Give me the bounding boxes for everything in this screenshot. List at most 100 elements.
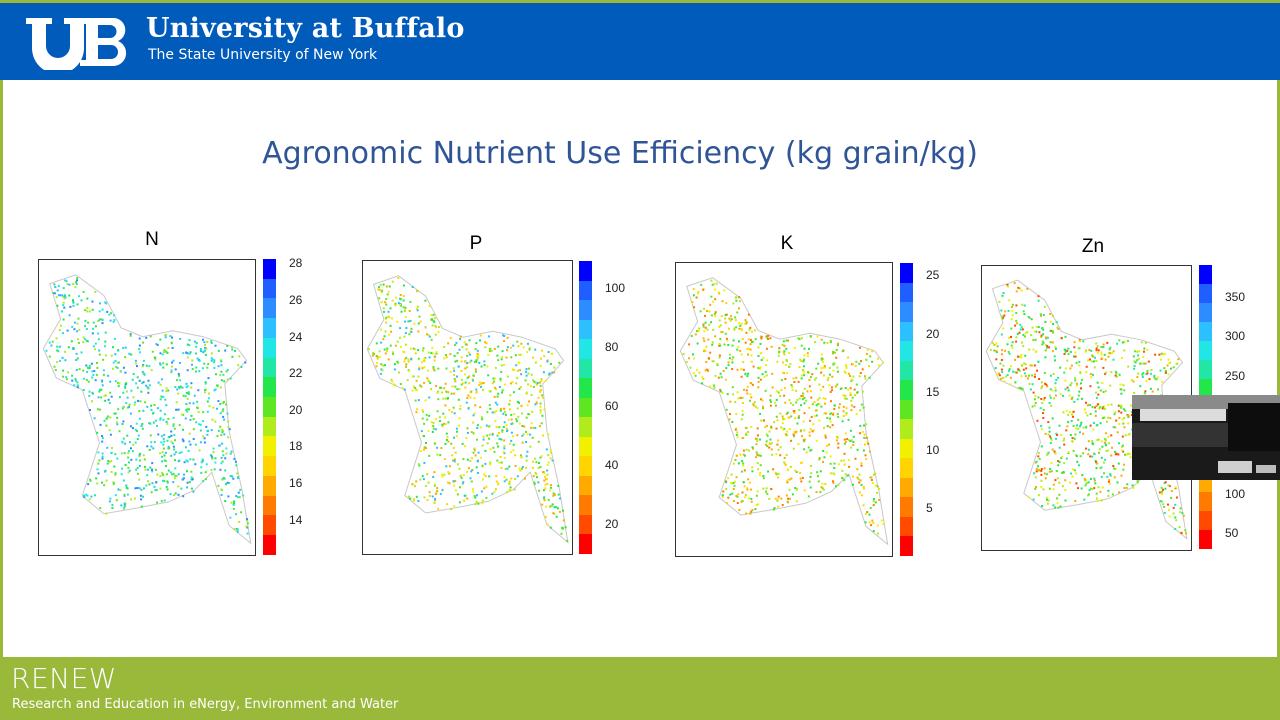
map-pixel: [174, 492, 177, 495]
map-pixel: [98, 353, 101, 356]
map-pixel: [61, 294, 64, 297]
map-pixel: [1099, 490, 1102, 493]
map-pixel: [506, 346, 509, 349]
map-pixel: [160, 500, 163, 503]
map-pixel: [790, 439, 793, 442]
map-pixel: [134, 359, 137, 362]
map-pixel: [858, 491, 861, 494]
map-pixel: [762, 407, 765, 410]
map-pixel: [1060, 337, 1063, 340]
map-pixel: [114, 473, 117, 476]
map-pixel: [138, 344, 141, 347]
map-pixel: [1161, 380, 1164, 383]
map-pixel: [532, 460, 534, 463]
map-pixel: [1178, 526, 1181, 528]
map-pixel: [114, 412, 117, 415]
map-pixel: [56, 349, 59, 352]
map-pixel: [413, 499, 415, 502]
map-pixel: [94, 379, 97, 382]
map-pixel: [1064, 367, 1067, 370]
map-pixel: [1110, 371, 1113, 374]
map-pixel: [489, 461, 492, 464]
map-pixel: [106, 462, 109, 465]
map-pixel: [1109, 384, 1112, 387]
map-pixel: [1015, 290, 1018, 293]
map-pixel: [88, 364, 91, 367]
map-pixel: [844, 441, 847, 443]
map-pixel: [214, 344, 217, 347]
map-pixel: [540, 349, 543, 352]
map-pixel: [704, 349, 707, 352]
map-pixel: [1172, 512, 1175, 515]
map-pixel: [174, 386, 177, 389]
map-pixel: [1049, 374, 1052, 377]
colorbar-band: [1199, 321, 1212, 341]
map-pixel: [1154, 353, 1157, 356]
map-pixel: [702, 323, 705, 326]
map-pixel: [1163, 353, 1166, 356]
map-pixel: [1017, 387, 1020, 390]
map-pixel: [162, 474, 165, 477]
map-pixel: [1072, 425, 1075, 427]
map-pixel: [172, 481, 175, 484]
map-pixel: [802, 371, 805, 374]
map-pixel: [458, 348, 461, 351]
map-pixel: [714, 311, 717, 314]
map-pixel: [804, 438, 806, 441]
map-pixel: [419, 384, 422, 387]
map-pixel: [861, 390, 864, 393]
map-pixel: [1080, 421, 1083, 424]
map-pixel: [396, 340, 399, 343]
map-pixel: [501, 389, 504, 392]
map-pixel: [803, 448, 806, 451]
map-pixel: [1066, 359, 1069, 362]
map-pixel: [841, 420, 844, 423]
map-pixel: [469, 391, 472, 394]
map-pixel: [449, 353, 452, 356]
map-pixel: [547, 351, 550, 353]
map-pixel: [419, 478, 422, 481]
map-pixel: [456, 352, 459, 355]
map-pixel: [504, 410, 506, 413]
map-pixel: [1018, 355, 1021, 358]
map-pixel: [121, 452, 123, 455]
map-pixel: [404, 320, 407, 323]
map-pixel: [210, 359, 213, 362]
map-pixel: [833, 408, 836, 410]
map-pixel: [1130, 414, 1133, 416]
map-pixel: [1174, 528, 1177, 530]
map-pixel: [467, 394, 470, 397]
map-pixel: [824, 436, 827, 439]
map-pixel: [1002, 376, 1005, 379]
map-pixel: [204, 382, 207, 385]
map-pixel: [1034, 373, 1036, 376]
map-pixel: [415, 379, 418, 382]
map-pixel: [1129, 456, 1132, 459]
map-pixel: [376, 355, 379, 358]
map-pixel: [217, 400, 220, 403]
map-pixel: [1059, 393, 1062, 396]
map-pixel: [105, 512, 108, 515]
map-pixel: [727, 344, 730, 346]
map-pixel: [445, 356, 448, 359]
university-name: University at Buffalo: [146, 13, 465, 44]
map-pixel: [1041, 381, 1043, 384]
map-pixel: [391, 380, 394, 383]
map-pixel: [738, 307, 740, 310]
map-pixel: [745, 432, 748, 435]
map-pixel: [1110, 434, 1113, 437]
map-pixel: [127, 466, 130, 469]
map-pixel: [481, 502, 484, 505]
map-pixel: [1097, 438, 1100, 441]
colorbar-k: [900, 263, 913, 556]
map-pixel: [109, 380, 112, 383]
map-pixel: [225, 370, 228, 373]
map-pixel: [86, 306, 89, 309]
map-pixel: [148, 483, 151, 486]
map-pixel: [835, 435, 838, 438]
map-pixel: [1108, 482, 1111, 485]
map-pixel: [186, 352, 189, 355]
map-pixel: [751, 466, 754, 469]
map-pixel: [122, 366, 125, 369]
map-pixel: [766, 434, 769, 437]
